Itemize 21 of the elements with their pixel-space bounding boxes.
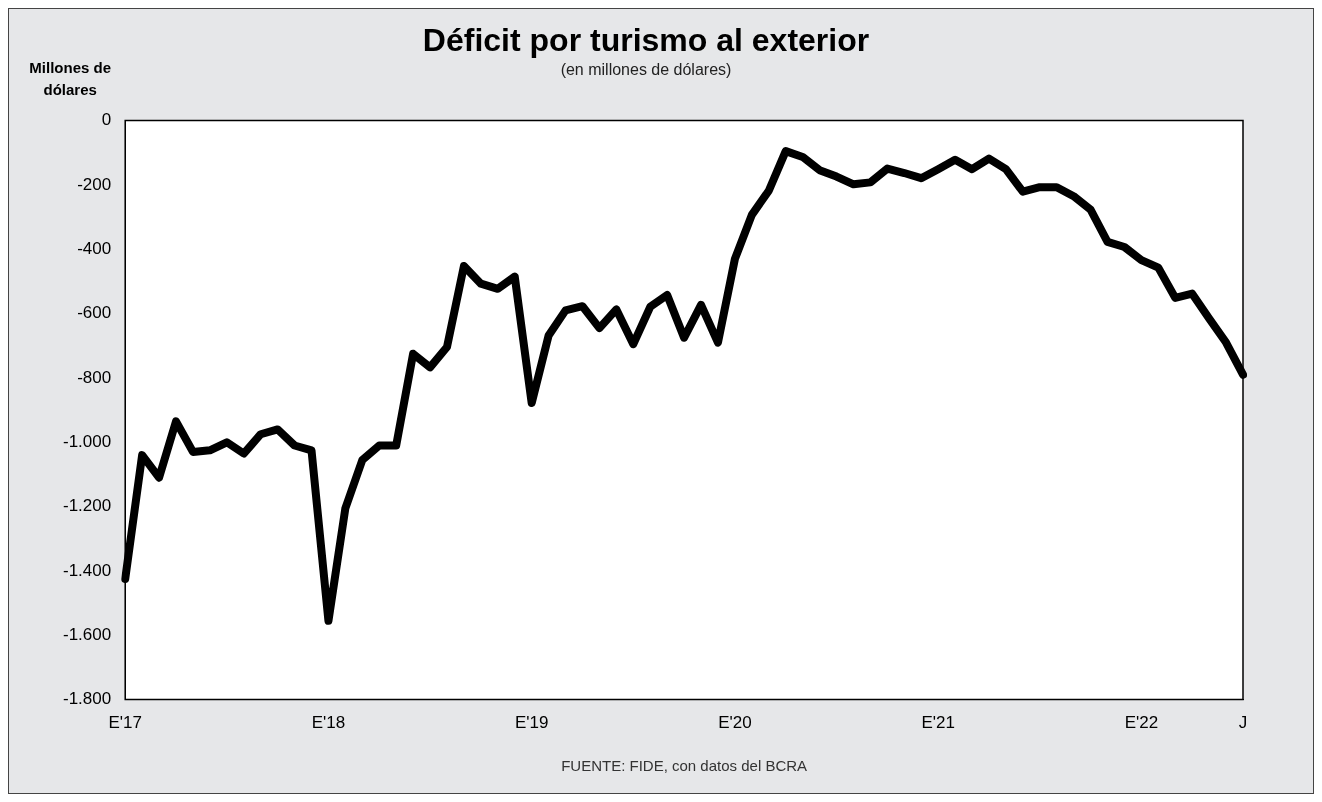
x-tick-label: E'21 xyxy=(921,713,955,733)
chart-subtitle: (en millones de dólares) xyxy=(560,61,732,79)
y-tick-label: -200 xyxy=(77,174,112,194)
y-tick-label: -1.400 xyxy=(63,560,112,580)
y-tick-label: -1.600 xyxy=(63,624,112,644)
y-tick-label: -400 xyxy=(77,238,112,258)
y-tick-label: 0 xyxy=(101,110,112,130)
x-tick-label: E'17 xyxy=(108,713,142,733)
x-tick-label: E'18 xyxy=(311,713,346,733)
x-tick-label: E'19 xyxy=(514,713,549,733)
y-tick-label: -1.000 xyxy=(63,431,112,451)
source-note: FUENTE: FIDE, con datos del BCRA xyxy=(561,757,808,774)
y-tick-label: -600 xyxy=(77,303,112,323)
chart-title: Déficit por turismo al exterior xyxy=(422,22,870,59)
y-tick-label: -1.800 xyxy=(63,689,112,709)
x-tick-label: E'22 xyxy=(1124,713,1159,733)
y-tick-label: -1.200 xyxy=(63,496,112,516)
y-axis-title: Millones de dólares xyxy=(29,58,112,98)
x-tick-label: J xyxy=(1238,713,1248,733)
x-tick-label: E'20 xyxy=(718,713,752,733)
y-tick-label: -800 xyxy=(77,367,112,387)
